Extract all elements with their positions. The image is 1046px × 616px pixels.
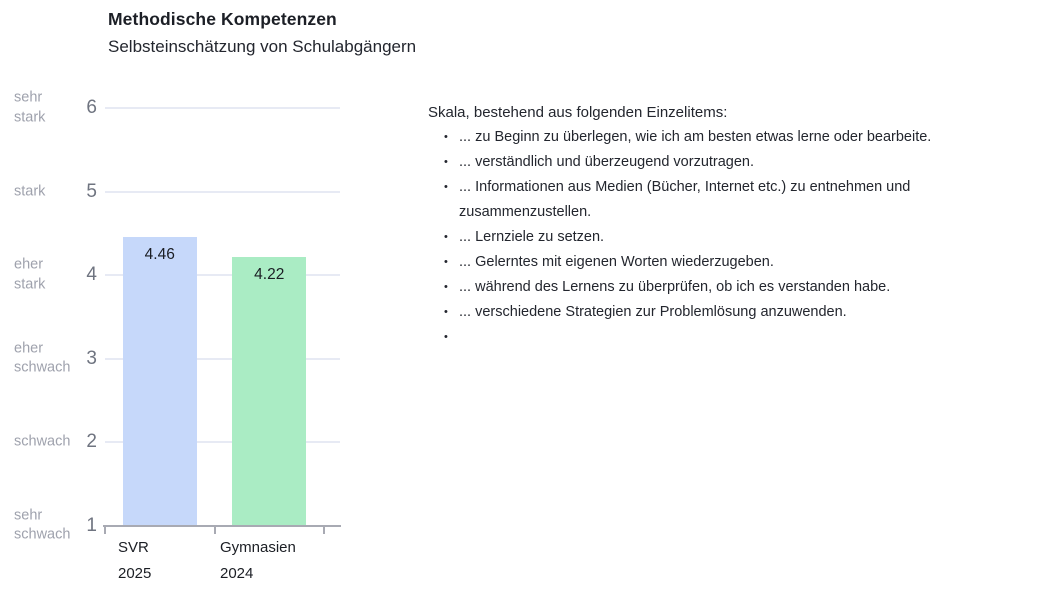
y-axis-label: eher stark <box>14 256 46 293</box>
gridline <box>105 190 340 193</box>
scale-item: ... verständlich und überzeugend vorzutr… <box>428 150 1036 175</box>
x-axis-tick <box>104 525 106 534</box>
scale-items-list: ... zu Beginn zu überlegen, wie ich am b… <box>428 125 1036 350</box>
scale-item: ... zu Beginn zu überlegen, wie ich am b… <box>428 125 1036 150</box>
scale-item: ... Gelerntes mit eigenen Worten wiederz… <box>428 250 1036 275</box>
gridline <box>105 274 340 276</box>
chart-title: Methodische Kompetenzen <box>108 9 337 29</box>
chart-header: Methodische Kompetenzen Selbsteinschätzu… <box>108 5 416 60</box>
scale-item: ... Lernziele zu setzen. <box>428 225 1036 250</box>
scale-item: ... verschiedene Strategien zur Probleml… <box>428 300 1036 325</box>
x-axis-category-label: SVR 2025 <box>118 539 152 582</box>
y-axis-number: 5 <box>86 180 97 202</box>
x-axis-tick <box>323 525 325 534</box>
bar-value-label: 4.46 <box>144 245 175 263</box>
gridline <box>105 441 340 443</box>
x-axis-tick <box>213 525 216 534</box>
scale-item: ... Informationen aus Medien (Bücher, In… <box>428 175 1036 225</box>
y-axis-label: schwach <box>14 433 71 450</box>
x-axis-line <box>103 524 341 527</box>
y-axis-label: sehr schwach <box>14 507 71 543</box>
scale-heading: Skala, bestehend aus folgenden Einzelite… <box>428 104 728 121</box>
gridline <box>105 107 340 109</box>
scale-item: ... während des Lernens zu überprüfen, o… <box>428 275 1036 300</box>
y-axis-label: stark <box>14 182 46 199</box>
bar-chart: 6 sehr stark 5 stark 4 eher stark 3 eher schwach 2 s… <box>0 0 430 616</box>
bar-gymnasien-2024 <box>232 256 307 526</box>
y-axis-number: 3 <box>86 347 97 369</box>
gridline <box>105 357 340 360</box>
y-axis-number: 2 <box>86 431 97 452</box>
y-axis-label: eher schwach <box>14 340 71 376</box>
y-axis-number: 4 <box>86 264 97 285</box>
y-axis-number: 6 <box>86 97 97 118</box>
scale-panel: Skala, bestehend aus folgenden Einzelite… <box>428 100 1036 350</box>
y-axis-label: sehr stark <box>14 89 46 126</box>
x-axis-category-label: Gymnasien 2024 <box>220 539 296 582</box>
y-axis-number: 1 <box>86 514 97 536</box>
bar-svr-2025 <box>122 236 197 526</box>
chart-subtitle: Selbsteinschätzung von Schulabgängern <box>108 37 417 56</box>
bar-value-label: 4.22 <box>254 265 285 283</box>
